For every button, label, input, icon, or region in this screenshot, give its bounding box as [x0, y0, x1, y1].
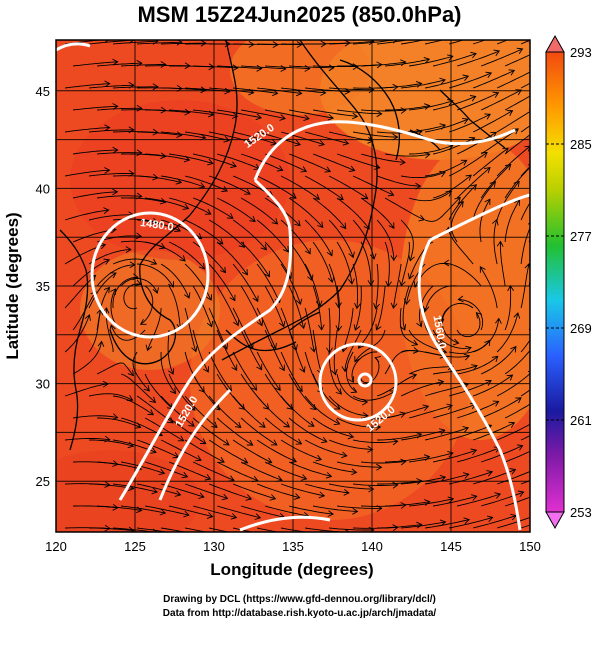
streamline-arrow	[200, 532, 206, 538]
streamline-arrow	[540, 443, 546, 448]
x-tick-label: 135	[282, 539, 304, 554]
streamline-arrow	[486, 30, 492, 35]
colorbar-tick-label: 253	[570, 505, 592, 520]
colorbar: 293 285 277 269 261 253	[546, 36, 592, 528]
streamline-arrow	[535, 127, 541, 132]
x-tick-label: 150	[519, 539, 541, 554]
streamline-arrow	[531, 342, 536, 348]
chart-title: MSM 15Z24Jun2025 (850.0hPa)	[0, 2, 599, 28]
colorbar-tick-label: 261	[570, 413, 592, 428]
colorbar-tick-label: 293	[570, 45, 592, 60]
colorbar-tick-label: 285	[570, 137, 592, 152]
streamline-arrow	[248, 533, 254, 539]
streamline-arrow	[540, 314, 545, 320]
streamline-arrow	[296, 532, 301, 538]
streamline-arrow	[538, 395, 544, 400]
streamline-arrow	[532, 68, 538, 73]
streamline-arrow	[439, 33, 445, 39]
y-tick-label: 25	[36, 474, 50, 489]
streamline-arrow	[540, 183, 546, 189]
x-tick-label: 130	[203, 539, 225, 554]
streamline-arrow	[224, 533, 229, 539]
x-axis-label: Longitude (degrees)	[210, 560, 373, 579]
streamline-arrow	[533, 30, 539, 32]
streamline-arrow	[531, 420, 537, 425]
streamline-arrow	[272, 533, 277, 539]
streamline-arrow	[565, 488, 571, 493]
streamline-arrow	[533, 467, 539, 472]
colorbar-upper-arrow	[546, 36, 564, 52]
temperature-field	[20, 30, 560, 550]
streamline-arrow	[536, 243, 542, 249]
y-axis-ticks: 45 40 35 30 25	[36, 84, 50, 489]
colorbar-tick-label: 269	[570, 321, 592, 336]
streamline-arrow	[538, 88, 544, 93]
streamline	[529, 243, 541, 286]
x-tick-label: 140	[361, 539, 383, 554]
streamline	[529, 289, 547, 330]
y-tick-label: 45	[36, 84, 50, 99]
y-tick-label: 40	[36, 181, 50, 196]
credit-data: Data from http://database.rish.kyoto-u.a…	[0, 608, 599, 619]
x-tick-label: 120	[45, 539, 67, 554]
streamline-arrow	[463, 31, 469, 37]
colorbar-gradient	[546, 52, 564, 512]
x-tick-label: 145	[440, 539, 462, 554]
credit-drawing: Drawing by DCL (https://www.gfd-dennou.o…	[0, 594, 599, 605]
y-tick-label: 35	[36, 279, 50, 294]
y-tick-label: 30	[36, 377, 50, 392]
x-tick-label: 125	[124, 539, 146, 554]
colorbar-lower-arrow	[546, 512, 564, 528]
streamline-arrow	[540, 47, 546, 52]
y-axis-label: Latitude (degrees)	[3, 212, 22, 359]
streamline-arrow	[509, 30, 515, 33]
x-axis-ticks: 120 125 130 135 140 145 150	[45, 539, 541, 554]
streamline-arrow	[563, 46, 569, 51]
streamline-arrow	[534, 513, 540, 519]
colorbar-tick-label: 277	[570, 229, 592, 244]
